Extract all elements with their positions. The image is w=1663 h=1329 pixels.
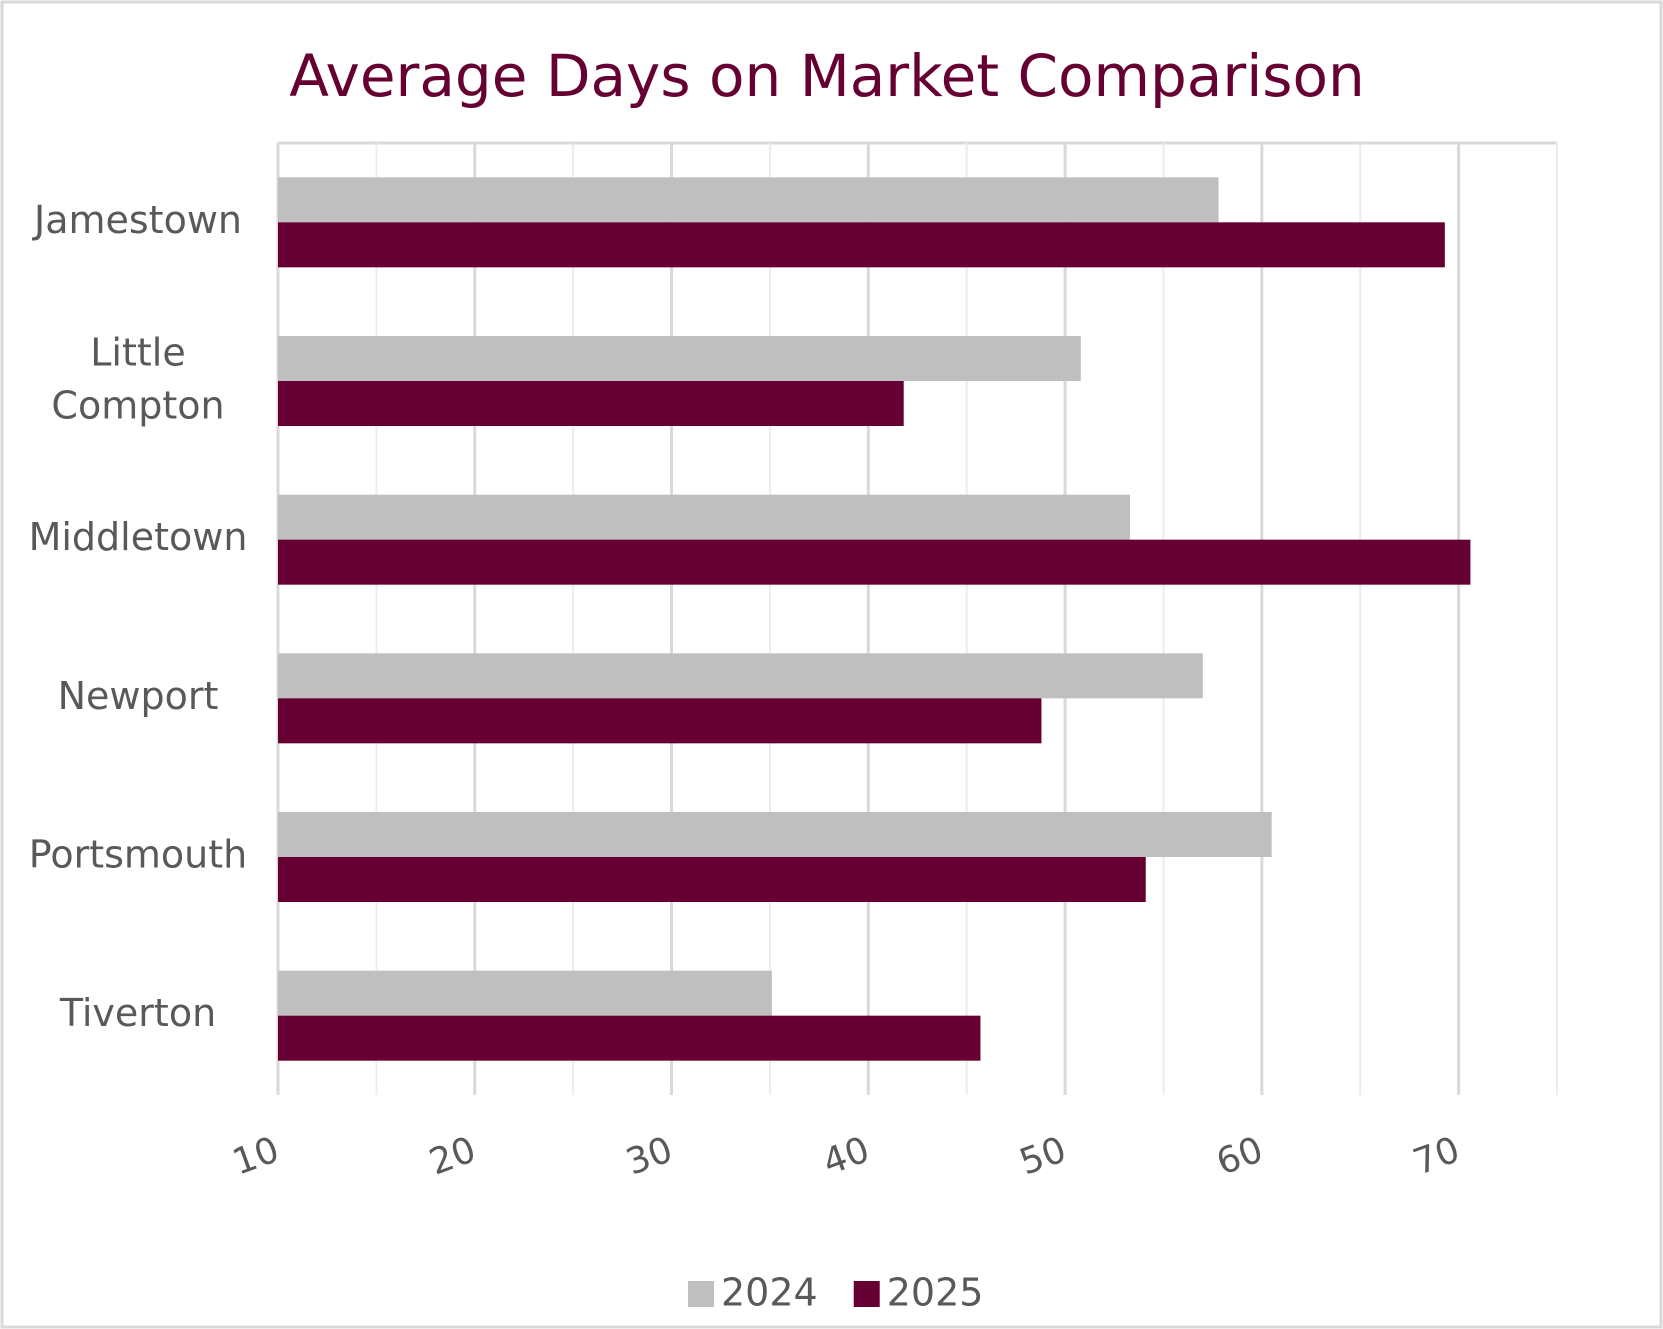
- bar: [278, 539, 1471, 585]
- legend-label: 2024: [721, 1271, 818, 1315]
- chart-title: Average Days on Market Comparison: [289, 42, 1365, 110]
- y-tick-label: Portsmouth: [29, 833, 247, 877]
- bar: [278, 812, 1272, 857]
- bar: [278, 653, 1203, 699]
- bar: [278, 1015, 981, 1061]
- bar: [278, 336, 1081, 381]
- bar: [278, 222, 1445, 268]
- y-tick-label: Tiverton: [59, 991, 216, 1035]
- bar: [278, 698, 1042, 744]
- y-tick-label: Middletown: [29, 515, 248, 559]
- y-tick-label: Little Compton: [51, 330, 224, 427]
- y-tick-label: Jamestown: [32, 198, 242, 242]
- bar: [278, 857, 1146, 902]
- bar: [278, 494, 1131, 540]
- bar: [278, 970, 772, 1016]
- legend-label: 2025: [887, 1271, 984, 1315]
- legend-swatch: [688, 1281, 714, 1307]
- bar: [278, 381, 904, 426]
- bar: [278, 177, 1219, 223]
- y-tick-label: Newport: [58, 674, 219, 718]
- legend-swatch: [853, 1281, 880, 1307]
